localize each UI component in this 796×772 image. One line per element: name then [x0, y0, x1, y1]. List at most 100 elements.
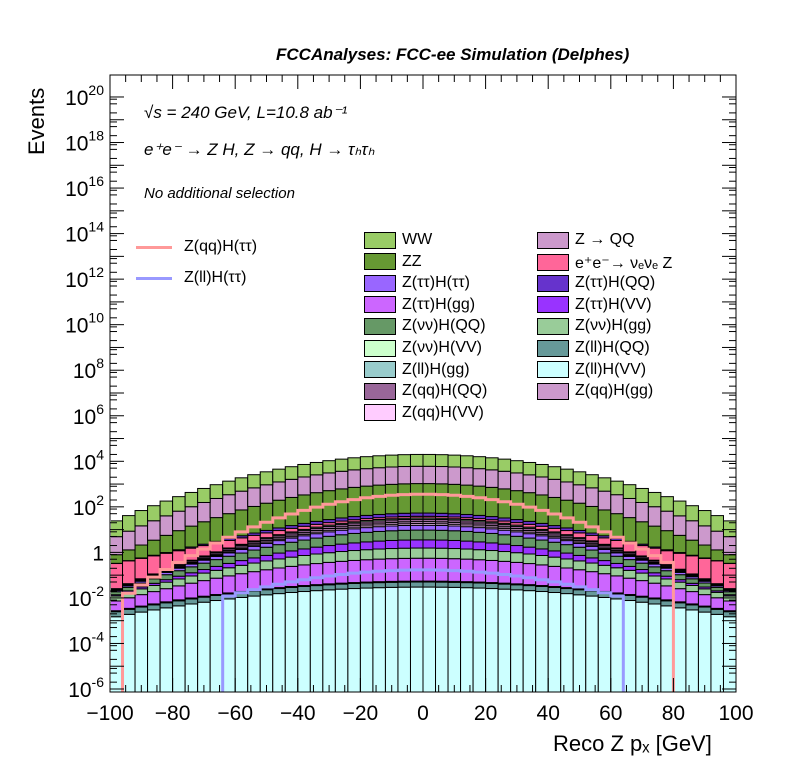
- bar: [610, 575, 624, 594]
- line-z-qq-h: [121, 492, 675, 692]
- bar: [259, 594, 274, 692]
- x-tick-label: 20: [474, 702, 497, 725]
- bar: [322, 460, 336, 474]
- legend-label: Z → QQ: [575, 231, 635, 248]
- bar: [460, 526, 474, 532]
- bar: [309, 474, 324, 494]
- bar: [585, 487, 599, 507]
- x-tick-label: 80: [662, 702, 685, 725]
- bar: [497, 551, 512, 562]
- bar: [535, 564, 549, 587]
- y-tick-label: 1016: [65, 173, 104, 201]
- bar: [397, 483, 411, 514]
- bar: [397, 525, 411, 531]
- bar: [572, 546, 587, 556]
- legend-entry-z-qq-h-vv: Z(qq)H(VV): [364, 404, 484, 422]
- bar: [422, 529, 437, 541]
- bar: [472, 582, 487, 589]
- bar: [622, 577, 637, 596]
- bar: [722, 600, 736, 612]
- bar: [422, 524, 437, 531]
- bar: [297, 476, 311, 496]
- bar: [560, 588, 574, 595]
- bar: [259, 542, 274, 548]
- bar: [610, 539, 624, 549]
- bar: [522, 563, 537, 586]
- bar: [272, 544, 286, 554]
- bar: [647, 598, 662, 605]
- bar: [697, 544, 712, 559]
- x-tick-label: −60: [217, 702, 253, 725]
- bar: [197, 545, 211, 557]
- bar: [447, 586, 462, 692]
- bar: [134, 510, 149, 527]
- series-z-qq: [111, 465, 736, 556]
- bar: [159, 574, 174, 581]
- bar: [347, 588, 361, 692]
- y-tick-label: 1014: [65, 219, 104, 247]
- bar: [159, 515, 174, 536]
- bar: [710, 515, 724, 532]
- bar: [572, 542, 587, 548]
- bar: [447, 466, 462, 485]
- bar: [384, 581, 399, 588]
- bar: [547, 592, 562, 692]
- bar: [472, 531, 487, 543]
- legend-color-swatch: [537, 339, 569, 357]
- bar: [435, 529, 449, 541]
- bar: [347, 469, 361, 488]
- bar: [159, 602, 174, 609]
- bar: [472, 587, 487, 692]
- bar: [334, 458, 349, 472]
- legend-label: Z(qq)H(QQ): [402, 382, 488, 400]
- bar: [359, 468, 374, 487]
- bar: [122, 586, 136, 592]
- bar: [560, 552, 574, 560]
- bar: [247, 487, 261, 507]
- bar: [422, 465, 437, 485]
- bar: [472, 456, 487, 470]
- bar: [610, 555, 624, 564]
- bar: [234, 548, 249, 554]
- legend-entry-ww: WW: [364, 231, 432, 249]
- bar: [247, 505, 261, 534]
- legend-color-swatch: [364, 231, 396, 249]
- bar: [635, 601, 649, 692]
- bar: [134, 606, 149, 613]
- y-tick-label: 104: [73, 446, 104, 474]
- bar: [147, 609, 161, 692]
- bar: [397, 581, 411, 588]
- legend-entry-z-ll-h-vv: Z(ll)H(VV): [537, 361, 646, 379]
- bar: [635, 487, 649, 503]
- bar: [197, 580, 211, 597]
- bar: [297, 591, 311, 692]
- y-tick-label: 1012: [65, 264, 104, 292]
- bar: [497, 583, 512, 590]
- bar: [485, 550, 499, 561]
- bar: [297, 548, 311, 556]
- bar: [359, 531, 374, 543]
- bar: [560, 481, 574, 501]
- bar: [272, 558, 286, 569]
- bar: [697, 557, 712, 580]
- bar: [409, 581, 424, 588]
- bar: [284, 556, 299, 567]
- bar: [522, 546, 537, 555]
- bar: [309, 553, 324, 565]
- legend-label: WW: [402, 231, 433, 248]
- bar: [347, 583, 361, 590]
- bar: [222, 567, 236, 577]
- bar: [435, 525, 449, 531]
- bar: [272, 530, 286, 536]
- bar: [209, 569, 224, 579]
- bar: [284, 496, 299, 527]
- bar: [660, 578, 674, 587]
- legend-color-swatch: [537, 361, 569, 379]
- bar: [560, 530, 574, 536]
- legend-color-swatch: [537, 231, 569, 249]
- bar: [184, 582, 199, 599]
- legend-color-swatch: [364, 317, 396, 335]
- bar: [184, 491, 199, 508]
- bar: [597, 596, 612, 692]
- bar: [347, 486, 361, 518]
